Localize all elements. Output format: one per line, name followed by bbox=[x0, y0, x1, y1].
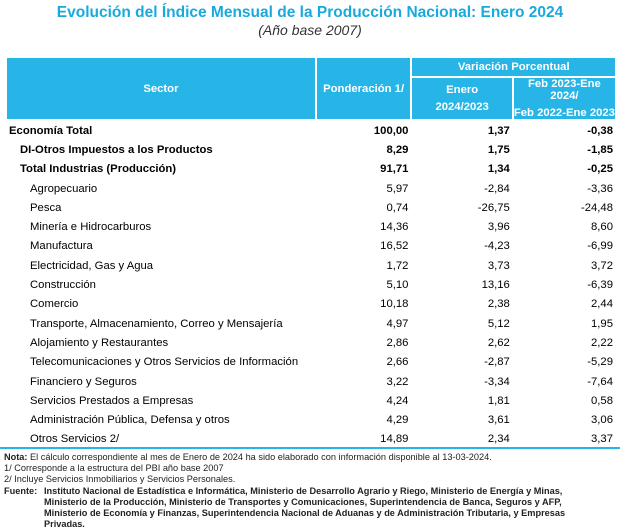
enero-cell: 1,81 bbox=[487, 394, 510, 407]
table-row: Otros Servicios 2/14,89 2,34 3,37 bbox=[6, 430, 616, 449]
enero-cell: 3,61 bbox=[487, 414, 510, 427]
ponderacion-cell: 3,22 bbox=[386, 375, 409, 388]
anual-cell: -7,64 bbox=[587, 375, 613, 388]
enero-cell: 3,73 bbox=[487, 259, 510, 272]
page-title: Evolución del Índice Mensual de la Produ… bbox=[56, 4, 564, 21]
table-row: Electricidad, Gas y Agua 1,72 3,73 3,72 bbox=[6, 256, 616, 275]
anual-cell: -1,85 bbox=[587, 143, 613, 156]
enero-cell: 3,96 bbox=[487, 221, 510, 234]
enero-cell: 2,38 bbox=[487, 298, 510, 311]
enero-cell: 2,34 bbox=[487, 433, 510, 446]
enero-cell: -3,34 bbox=[484, 375, 510, 388]
ponderacion-cell: 1,72 bbox=[386, 259, 409, 272]
table-row: Servicios Prestados a Empresas 4,24 1,81 0,… bbox=[6, 391, 616, 410]
ponderacion-cell: 5,97 bbox=[386, 182, 409, 195]
sector-cell: Economía Total bbox=[9, 124, 93, 137]
divider bbox=[0, 447, 620, 449]
anual-cell: -5,29 bbox=[587, 356, 613, 369]
ponderacion-cell: 4,24 bbox=[386, 394, 409, 407]
anual-cell: 0,58 bbox=[591, 394, 613, 407]
table-row: Administración Pública, Defensa y otros 4… bbox=[6, 410, 616, 429]
production-table: Sector Ponderación 1/ Variación Porcentu… bbox=[5, 56, 618, 449]
table-row: Pesca 0,74 -26,75 -24,48 bbox=[6, 198, 616, 217]
header-sector: Sector bbox=[5, 56, 317, 121]
ponderacion-cell: 14,89 bbox=[380, 433, 409, 446]
enero-cell: 1,75 bbox=[487, 143, 510, 156]
anual-cell: -0,25 bbox=[587, 163, 613, 176]
anual-cell: -0,38 bbox=[587, 124, 613, 137]
table-row: Construcción 5,10 13,16 -6,39 bbox=[6, 275, 616, 294]
table-row: Agropecuario 5,97 -2,84 -3,36 bbox=[6, 179, 616, 198]
header-anual: Feb 2023-Ene 2024/Feb 2022-Ene 2023 bbox=[511, 76, 618, 121]
sector-cell: Transporte, Almacenamiento, Correo y Men… bbox=[30, 317, 283, 330]
enero-cell: 13,16 bbox=[481, 279, 510, 292]
ponderacion-cell: 8,29 bbox=[386, 143, 409, 156]
sector-cell: Pesca bbox=[30, 201, 62, 214]
ponderacion-cell: 0,74 bbox=[386, 201, 409, 214]
notes: Nota: El cálculo correspondiente al mes … bbox=[4, 452, 566, 530]
ponderacion-cell: 4,97 bbox=[386, 317, 409, 330]
sector-cell: Agropecuario bbox=[30, 182, 98, 195]
header-enero: Enero 2024/2023 bbox=[410, 76, 514, 121]
header-ponderacion: Ponderación 1/ bbox=[314, 56, 413, 121]
table-row: Minería e Hidrocarburos 14,36 3,96 8,60 bbox=[6, 217, 616, 236]
sector-cell: Manufactura bbox=[30, 240, 93, 253]
enero-cell: 2,62 bbox=[487, 336, 510, 349]
ponderacion-cell: 5,10 bbox=[386, 279, 409, 292]
ponderacion-cell: 2,86 bbox=[386, 336, 409, 349]
enero-cell: -2,84 bbox=[484, 182, 510, 195]
table-row: Transporte, Almacenamiento, Correo y Men… bbox=[6, 314, 616, 333]
anual-cell: 2,44 bbox=[591, 298, 613, 311]
enero-cell: 1,34 bbox=[487, 163, 510, 176]
table-row: DI-Otros Impuestos a los Productos 8,29 1,… bbox=[6, 140, 616, 159]
sector-cell: Servicios Prestados a Empresas bbox=[30, 394, 194, 407]
anual-cell: 2,22 bbox=[591, 336, 613, 349]
anual-cell: 3,37 bbox=[591, 433, 613, 446]
enero-cell: 1,37 bbox=[487, 124, 510, 137]
anual-cell: 1,95 bbox=[591, 317, 613, 330]
enero-cell: -26,75 bbox=[477, 201, 510, 214]
table-row: Economía Total 100,00 1,37 -0,38 bbox=[6, 120, 616, 140]
sector-cell: Otros Servicios 2/ bbox=[30, 433, 120, 446]
anual-cell: -24,48 bbox=[580, 201, 613, 214]
anual-cell: -6,39 bbox=[587, 279, 613, 292]
table-row: Telecomunicaciones y Otros Servicios de … bbox=[6, 353, 616, 372]
anual-cell: 8,60 bbox=[591, 221, 613, 234]
sector-cell: DI-Otros Impuestos a los Productos bbox=[20, 143, 213, 156]
ponderacion-cell: 10,18 bbox=[380, 298, 409, 311]
ponderacion-cell: 2,66 bbox=[386, 356, 409, 369]
enero-cell: -2,87 bbox=[484, 356, 510, 369]
page-subtitle: (Año base 2007) bbox=[258, 22, 362, 38]
sector-cell: Comercio bbox=[30, 298, 79, 311]
sector-cell: Telecomunicaciones y Otros Servicios de … bbox=[30, 356, 299, 369]
sector-cell: Total Industrias (Producción) bbox=[20, 163, 177, 176]
sector-cell: Electricidad, Gas y Agua bbox=[30, 259, 154, 272]
sector-cell: Minería e Hidrocarburos bbox=[30, 221, 152, 234]
table-row: Financiero y Seguros 3,22 -3,34 -7,64 bbox=[6, 372, 616, 391]
ponderacion-cell: 16,52 bbox=[380, 240, 409, 253]
sector-cell: Financiero y Seguros bbox=[30, 375, 137, 388]
enero-cell: 5,12 bbox=[487, 317, 510, 330]
ponderacion-cell: 91,71 bbox=[380, 163, 409, 176]
enero-cell: -4,23 bbox=[484, 240, 510, 253]
anual-cell: 3,72 bbox=[591, 259, 613, 272]
table-row: Comercio 10,18 2,38 2,44 bbox=[6, 295, 616, 314]
table-row: Alojamiento y Restaurantes 2,86 2,62 2,22 bbox=[6, 333, 616, 352]
anual-cell: -3,36 bbox=[587, 182, 613, 195]
sector-cell: Construcción bbox=[30, 279, 96, 292]
ponderacion-cell: 100,00 bbox=[373, 124, 409, 137]
sector-cell: Alojamiento y Restaurantes bbox=[30, 336, 169, 349]
anual-cell: 3,06 bbox=[591, 414, 613, 427]
anual-cell: -6,99 bbox=[587, 240, 613, 253]
ponderacion-cell: 4,29 bbox=[386, 414, 409, 427]
table-row: Manufactura 16,52 -4,23 -6,99 bbox=[6, 237, 616, 256]
sector-cell: Administración Pública, Defensa y otros bbox=[30, 414, 230, 427]
ponderacion-cell: 14,36 bbox=[380, 221, 409, 234]
table-row: Total Industrias (Producción) 91,71 1,34 -0… bbox=[6, 160, 616, 179]
header-variacion: Variación Porcentual bbox=[410, 56, 617, 78]
